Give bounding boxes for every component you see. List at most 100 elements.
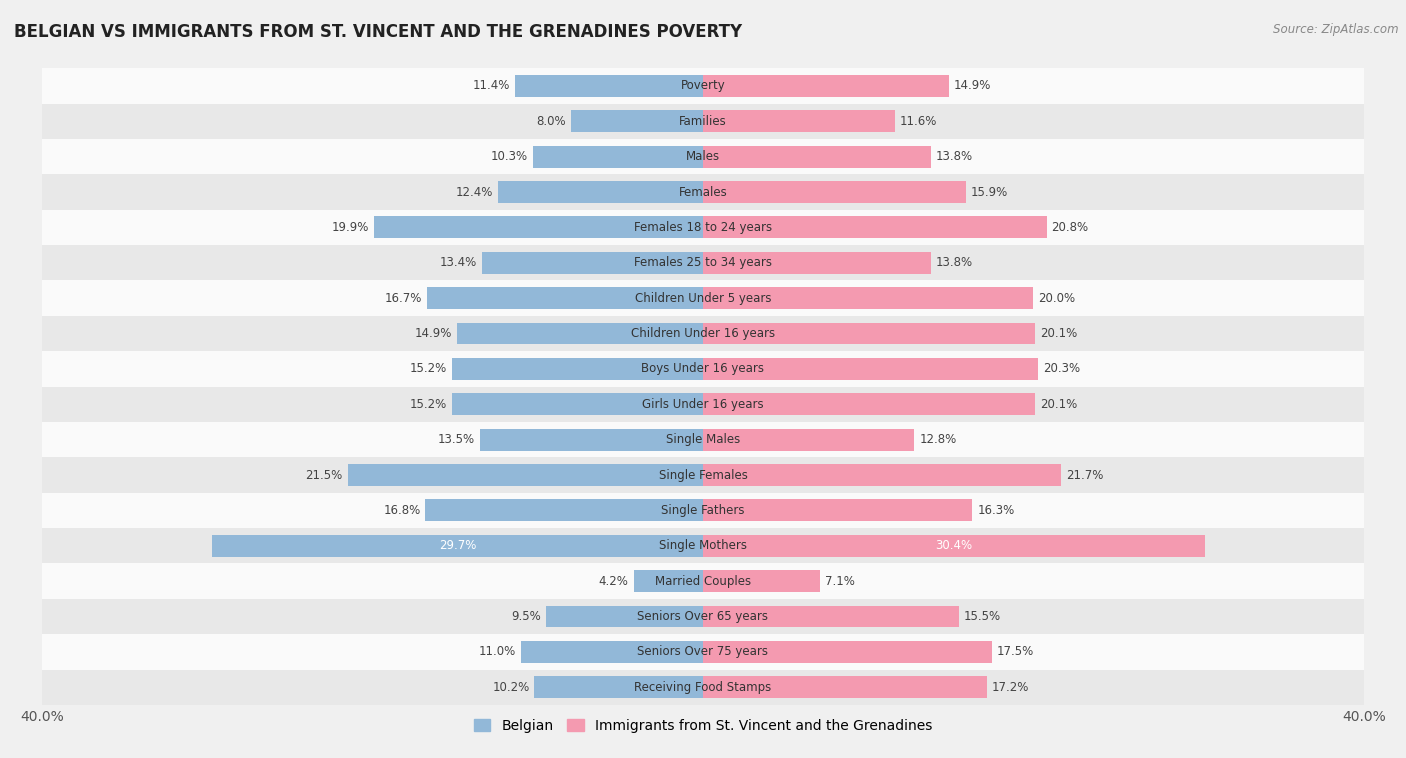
Bar	[374, 217, 703, 238]
Bar	[42, 563, 1364, 599]
Text: Seniors Over 65 years: Seniors Over 65 years	[637, 610, 769, 623]
Text: 7.1%: 7.1%	[825, 575, 855, 587]
Text: 15.9%: 15.9%	[970, 186, 1008, 199]
Bar	[703, 535, 1205, 556]
Text: 14.9%: 14.9%	[415, 327, 451, 340]
Text: 14.9%: 14.9%	[955, 80, 991, 92]
Bar	[42, 280, 1364, 316]
Text: Poverty: Poverty	[681, 80, 725, 92]
Bar	[457, 323, 703, 344]
Text: Source: ZipAtlas.com: Source: ZipAtlas.com	[1274, 23, 1399, 36]
Bar	[703, 111, 894, 132]
Bar	[479, 429, 703, 450]
Bar	[534, 676, 703, 698]
Text: Girls Under 16 years: Girls Under 16 years	[643, 398, 763, 411]
Text: 12.4%: 12.4%	[456, 186, 494, 199]
Text: Males: Males	[686, 150, 720, 163]
Text: 10.3%: 10.3%	[491, 150, 527, 163]
Text: 29.7%: 29.7%	[439, 539, 477, 553]
Bar	[703, 500, 973, 522]
Text: 16.7%: 16.7%	[385, 292, 422, 305]
Text: 20.0%: 20.0%	[1039, 292, 1076, 305]
Bar	[571, 111, 703, 132]
Text: 11.6%: 11.6%	[900, 114, 936, 128]
Bar	[703, 358, 1039, 380]
Text: Single Fathers: Single Fathers	[661, 504, 745, 517]
Text: 30.4%: 30.4%	[935, 539, 973, 553]
Bar	[212, 535, 703, 556]
Bar	[42, 599, 1364, 634]
Bar	[703, 606, 959, 628]
Text: Children Under 5 years: Children Under 5 years	[634, 292, 772, 305]
Bar	[42, 422, 1364, 457]
Text: 13.4%: 13.4%	[440, 256, 477, 269]
Text: 13.5%: 13.5%	[437, 433, 475, 446]
Text: 16.3%: 16.3%	[977, 504, 1015, 517]
Text: Single Males: Single Males	[666, 433, 740, 446]
Bar	[703, 676, 987, 698]
Text: 11.0%: 11.0%	[479, 645, 516, 659]
Bar	[703, 252, 931, 274]
Bar	[42, 174, 1364, 210]
Text: Single Females: Single Females	[658, 468, 748, 481]
Bar	[703, 75, 949, 97]
Bar	[42, 68, 1364, 104]
Bar	[498, 181, 703, 203]
Text: Boys Under 16 years: Boys Under 16 years	[641, 362, 765, 375]
Text: Single Mothers: Single Mothers	[659, 539, 747, 553]
Text: BELGIAN VS IMMIGRANTS FROM ST. VINCENT AND THE GRENADINES POVERTY: BELGIAN VS IMMIGRANTS FROM ST. VINCENT A…	[14, 23, 742, 41]
Bar	[522, 641, 703, 662]
Bar	[42, 493, 1364, 528]
Text: Married Couples: Married Couples	[655, 575, 751, 587]
Text: 20.1%: 20.1%	[1040, 327, 1077, 340]
Bar	[703, 323, 1035, 344]
Text: 21.7%: 21.7%	[1066, 468, 1104, 481]
Text: 19.9%: 19.9%	[332, 221, 370, 234]
Bar	[703, 570, 820, 592]
Bar	[42, 387, 1364, 422]
Bar	[703, 464, 1062, 486]
Bar	[427, 287, 703, 309]
Bar	[426, 500, 703, 522]
Bar	[703, 146, 931, 168]
Bar	[533, 146, 703, 168]
Text: 12.8%: 12.8%	[920, 433, 956, 446]
Text: 11.4%: 11.4%	[472, 80, 510, 92]
Text: 20.1%: 20.1%	[1040, 398, 1077, 411]
Text: Children Under 16 years: Children Under 16 years	[631, 327, 775, 340]
Bar	[703, 393, 1035, 415]
Bar	[451, 358, 703, 380]
Bar	[347, 464, 703, 486]
Bar	[703, 181, 966, 203]
Bar	[703, 287, 1033, 309]
Text: 17.2%: 17.2%	[993, 681, 1029, 694]
Text: Females 25 to 34 years: Females 25 to 34 years	[634, 256, 772, 269]
Text: Females 18 to 24 years: Females 18 to 24 years	[634, 221, 772, 234]
Text: Receiving Food Stamps: Receiving Food Stamps	[634, 681, 772, 694]
Text: 16.8%: 16.8%	[384, 504, 420, 517]
Bar	[703, 641, 993, 662]
Text: 4.2%: 4.2%	[599, 575, 628, 587]
Bar	[42, 210, 1364, 245]
Bar	[515, 75, 703, 97]
Text: 20.8%: 20.8%	[1052, 221, 1088, 234]
Text: 13.8%: 13.8%	[936, 150, 973, 163]
Text: 13.8%: 13.8%	[936, 256, 973, 269]
Text: 15.2%: 15.2%	[409, 398, 447, 411]
Text: 8.0%: 8.0%	[536, 114, 565, 128]
Bar	[42, 316, 1364, 351]
Bar	[546, 606, 703, 628]
Text: 21.5%: 21.5%	[305, 468, 343, 481]
Bar	[42, 457, 1364, 493]
Text: 9.5%: 9.5%	[512, 610, 541, 623]
Legend: Belgian, Immigrants from St. Vincent and the Grenadines: Belgian, Immigrants from St. Vincent and…	[474, 719, 932, 733]
Bar	[42, 351, 1364, 387]
Bar	[451, 393, 703, 415]
Bar	[634, 570, 703, 592]
Text: Families: Families	[679, 114, 727, 128]
Text: 17.5%: 17.5%	[997, 645, 1035, 659]
Text: 15.5%: 15.5%	[965, 610, 1001, 623]
Text: 15.2%: 15.2%	[409, 362, 447, 375]
Bar	[42, 669, 1364, 705]
Text: 10.2%: 10.2%	[492, 681, 530, 694]
